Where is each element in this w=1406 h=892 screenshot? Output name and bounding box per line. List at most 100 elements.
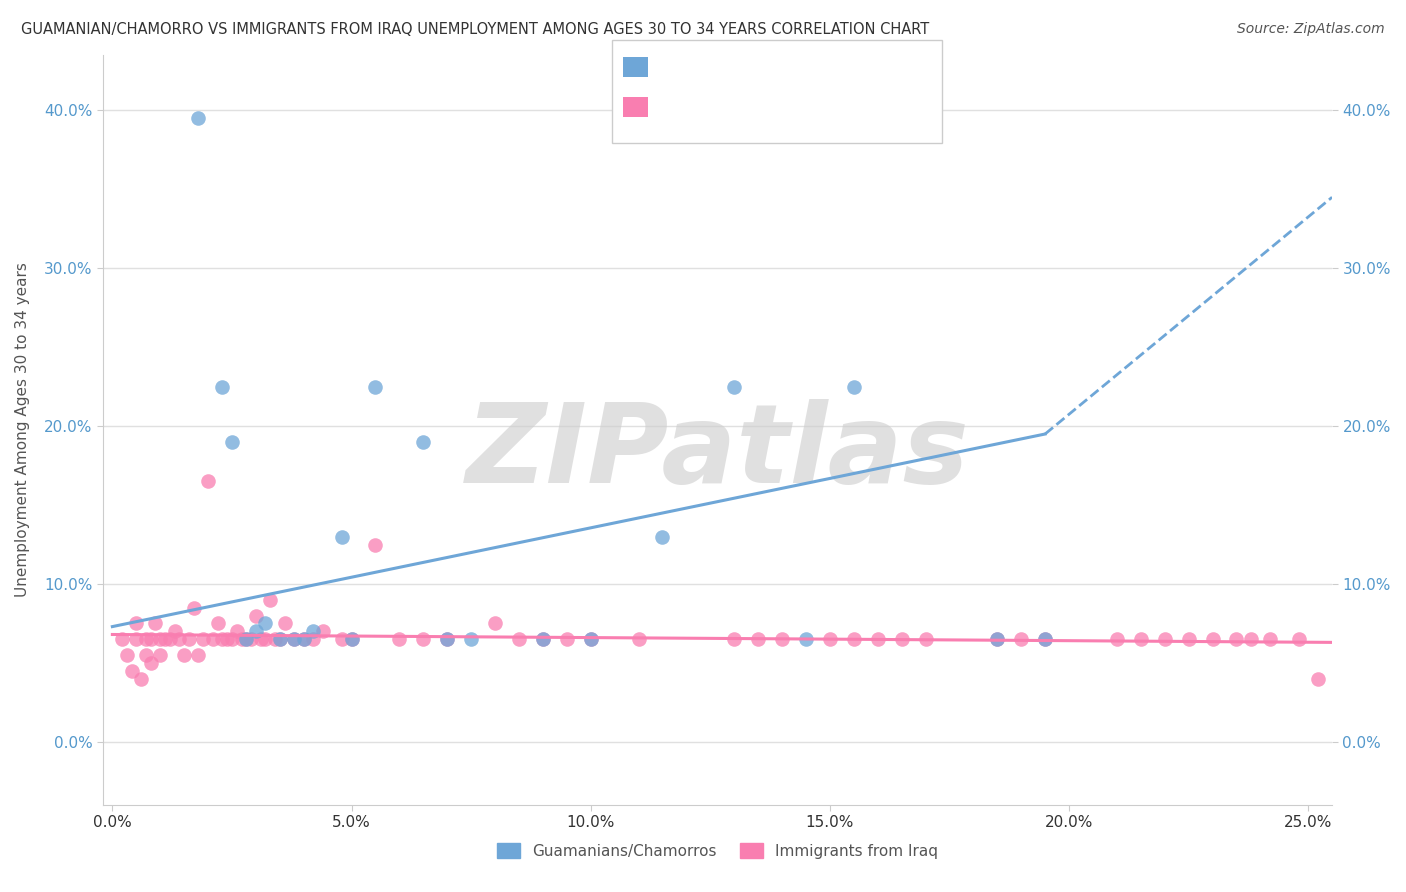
Point [259, 592, 281, 607]
Point [201, 632, 224, 647]
Point [1033, 632, 1056, 647]
Point [283, 632, 305, 647]
Point [412, 632, 434, 647]
Point [508, 632, 530, 647]
Point [460, 632, 482, 647]
Point [364, 537, 387, 551]
Text: 76: 76 [827, 99, 848, 113]
Point [225, 624, 247, 639]
Point [245, 624, 267, 639]
Point [254, 632, 277, 647]
Point [163, 624, 186, 639]
Point [1033, 632, 1056, 647]
Point [1225, 632, 1247, 647]
Point [436, 632, 458, 647]
Text: ZIPatlas: ZIPatlas [465, 399, 969, 506]
Text: 0.283: 0.283 [703, 59, 756, 73]
Point [269, 632, 291, 647]
Point [187, 648, 209, 662]
Point [842, 379, 865, 393]
Point [842, 632, 865, 647]
Point [292, 632, 315, 647]
Point [145, 616, 167, 631]
Point [531, 632, 554, 647]
Point [330, 530, 353, 544]
Point [302, 632, 325, 647]
Point [1258, 632, 1281, 647]
Point [1288, 632, 1310, 647]
Point [579, 632, 602, 647]
Point [149, 648, 172, 662]
Point [531, 632, 554, 647]
Point [235, 632, 257, 647]
Text: N =: N = [783, 99, 813, 113]
Point [292, 632, 315, 647]
Point [484, 616, 506, 631]
Point [149, 632, 172, 647]
Point [245, 608, 267, 623]
Point [436, 632, 458, 647]
Legend: Guamanians/Chamorros, Immigrants from Iraq: Guamanians/Chamorros, Immigrants from Ir… [491, 837, 943, 865]
Point [111, 632, 134, 647]
Point [177, 632, 200, 647]
Point [135, 648, 157, 662]
Point [1129, 632, 1152, 647]
Point [207, 616, 229, 631]
Point [217, 632, 239, 647]
Point [914, 632, 936, 647]
Point [231, 632, 253, 647]
Point [125, 632, 148, 647]
Point [747, 632, 769, 647]
Y-axis label: Unemployment Among Ages 30 to 34 years: Unemployment Among Ages 30 to 34 years [15, 262, 30, 598]
Point [651, 530, 673, 544]
Point [986, 632, 1008, 647]
Point [330, 632, 353, 647]
Point [254, 616, 277, 631]
Point [193, 632, 215, 647]
Point [273, 616, 295, 631]
Point [235, 632, 257, 647]
Point [1240, 632, 1263, 647]
Point [1010, 632, 1032, 647]
Point [302, 624, 325, 639]
Point [115, 648, 138, 662]
Point [183, 600, 205, 615]
Point [139, 656, 162, 670]
Point [1105, 632, 1128, 647]
Point [890, 632, 912, 647]
Point [770, 632, 793, 647]
Point [1153, 632, 1175, 647]
Text: R =: R = [658, 59, 686, 73]
Point [312, 624, 335, 639]
Point [627, 632, 650, 647]
Text: -0.020: -0.020 [703, 99, 758, 113]
Text: N =: N = [783, 59, 813, 73]
Point [221, 434, 243, 449]
Point [555, 632, 578, 647]
Point [211, 632, 233, 647]
Point [723, 379, 745, 393]
Point [211, 379, 233, 393]
Point [412, 434, 434, 449]
Point [169, 632, 191, 647]
Point [1201, 632, 1223, 647]
Point [579, 632, 602, 647]
Point [125, 616, 148, 631]
Text: GUAMANIAN/CHAMORRO VS IMMIGRANTS FROM IRAQ UNEMPLOYMENT AMONG AGES 30 TO 34 YEAR: GUAMANIAN/CHAMORRO VS IMMIGRANTS FROM IR… [21, 22, 929, 37]
Point [986, 632, 1008, 647]
Point [269, 632, 291, 647]
Text: R =: R = [658, 99, 686, 113]
Text: Source: ZipAtlas.com: Source: ZipAtlas.com [1237, 22, 1385, 37]
Point [340, 632, 363, 647]
Point [135, 632, 157, 647]
Point [249, 632, 271, 647]
Point [153, 632, 176, 647]
Point [866, 632, 889, 647]
Point [129, 672, 152, 686]
Point [794, 632, 817, 647]
Point [197, 475, 219, 489]
Point [173, 648, 195, 662]
Point [187, 112, 209, 126]
Point [340, 632, 363, 647]
Point [818, 632, 841, 647]
